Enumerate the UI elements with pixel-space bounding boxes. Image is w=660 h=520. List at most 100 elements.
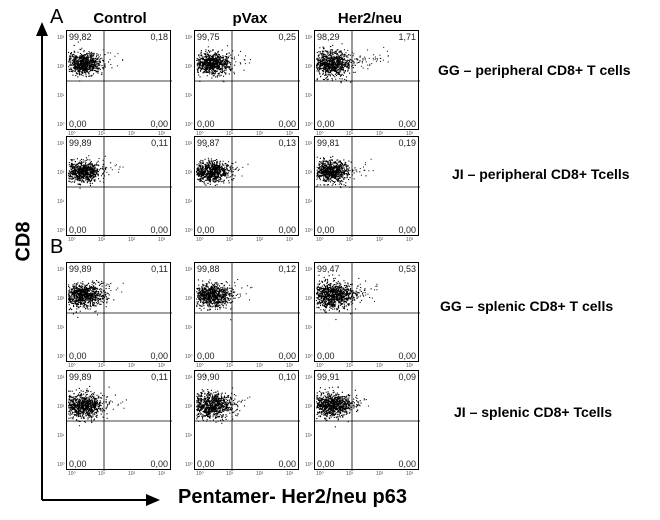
y-tick-label: 10⁰ — [305, 228, 313, 234]
x-tick-label: 10¹ — [98, 471, 106, 477]
y-tick-label: 10² — [57, 170, 65, 176]
x-tick-label: 10³ — [406, 237, 414, 243]
quadrant-percent-tr: 0,18 — [150, 32, 168, 42]
row-label-ji-peripheral: JI – peripheral CD8+ Tcells — [452, 166, 630, 182]
x-tick-label: 10⁰ — [316, 471, 324, 477]
quadrant-percent-tl: 99,89 — [69, 264, 92, 274]
x-tick-label: 10² — [128, 131, 136, 137]
quadrant-percent-tl: 99,89 — [69, 138, 92, 148]
scatter-canvas — [315, 263, 420, 363]
quadrant-percent-bl: 0,00 — [69, 119, 87, 129]
quadrant-percent-br: 0,00 — [150, 459, 168, 469]
x-tick-label: 10⁰ — [196, 237, 204, 243]
scatter-canvas — [67, 371, 172, 471]
x-tick-label: 10¹ — [346, 131, 354, 137]
y-tick-label: 10³ — [185, 35, 193, 41]
quadrant-percent-tl: 99,75 — [197, 32, 220, 42]
x-tick-label: 10³ — [286, 131, 294, 137]
quadrant-percent-br: 0,00 — [398, 225, 416, 235]
event-dots — [196, 279, 253, 321]
scatter-canvas — [67, 137, 172, 237]
quadrant-percent-br: 0,00 — [150, 225, 168, 235]
quadrant-percent-bl: 0,00 — [69, 459, 87, 469]
y-tick-label: 10³ — [185, 375, 193, 381]
x-tick-label: 10⁰ — [196, 131, 204, 137]
quadrant-percent-bl: 0,00 — [69, 351, 87, 361]
x-tick-label: 10³ — [158, 131, 166, 137]
y-tick-label: 10¹ — [57, 325, 65, 331]
quadrant-percent-bl: 0,00 — [317, 459, 335, 469]
scatter-canvas — [195, 371, 300, 471]
y-tick-label: 10³ — [57, 141, 65, 147]
quadrant-percent-tl: 99,90 — [197, 372, 220, 382]
quadrant-percent-br: 0,00 — [398, 351, 416, 361]
quadrant-percent-tr: 0,13 — [278, 138, 296, 148]
column-header-control: Control — [93, 10, 147, 27]
x-axis-title: Pentamer- Her2/neu p63 — [178, 486, 407, 508]
x-tick-label: 10² — [128, 363, 136, 369]
x-tick-label: 10³ — [286, 237, 294, 243]
quadrant-percent-bl: 0,00 — [317, 351, 335, 361]
dot-plot-r3-c3: 99,47 0,53 0,00 0,00 — [314, 262, 420, 363]
y-tick-label: 10⁰ — [185, 354, 193, 360]
x-tick-label: 10² — [376, 237, 384, 243]
y-tick-label: 10⁰ — [305, 122, 313, 128]
y-tick-label: 10¹ — [185, 433, 193, 439]
quadrant-percent-tl: 99,81 — [317, 138, 340, 148]
quadrant-percent-bl: 0,00 — [69, 225, 87, 235]
event-dots — [68, 155, 124, 189]
y-tick-label: 10⁰ — [57, 228, 65, 234]
y-tick-label: 10⁰ — [185, 228, 193, 234]
y-tick-label: 10¹ — [305, 93, 313, 99]
x-tick-label: 10¹ — [98, 131, 106, 137]
y-tick-label: 10² — [305, 170, 313, 176]
y-tick-label: 10⁰ — [185, 122, 193, 128]
dot-plot-r4-c2: 99,90 0,10 0,00 0,00 — [194, 370, 300, 471]
dot-plot-r2-c3: 99,81 0,19 0,00 0,00 — [314, 136, 420, 237]
x-tick-label: 10⁰ — [68, 363, 76, 369]
event-dots — [68, 280, 124, 318]
scatter-canvas — [315, 31, 420, 131]
x-tick-label: 10⁰ — [196, 471, 204, 477]
y-tick-label: 10¹ — [57, 199, 65, 205]
y-tick-label: 10⁰ — [57, 122, 65, 128]
x-tick-label: 10⁰ — [316, 131, 324, 137]
y-tick-label: 10⁰ — [305, 354, 313, 360]
dot-plot-r4-c3: 99,91 0,09 0,00 0,00 — [314, 370, 420, 471]
quadrant-percent-tl: 99,47 — [317, 264, 340, 274]
y-tick-label: 10¹ — [305, 199, 313, 205]
x-tick-label: 10⁰ — [316, 237, 324, 243]
y-tick-label: 10³ — [305, 267, 313, 273]
y-tick-label: 10¹ — [57, 433, 65, 439]
x-tick-label: 10¹ — [98, 363, 106, 369]
x-tick-label: 10² — [376, 363, 384, 369]
x-tick-label: 10³ — [406, 363, 414, 369]
y-tick-label: 10⁰ — [57, 462, 65, 468]
quadrant-percent-tl: 99,91 — [317, 372, 340, 382]
x-tick-label: 10⁰ — [68, 471, 76, 477]
y-tick-label: 10³ — [57, 267, 65, 273]
quadrant-percent-tr: 1,71 — [398, 32, 416, 42]
quadrant-percent-tr: 0,09 — [398, 372, 416, 382]
scatter-canvas — [315, 137, 420, 237]
x-tick-label: 10² — [256, 131, 264, 137]
quadrant-percent-tr: 0,11 — [151, 264, 168, 274]
x-tick-label: 10⁰ — [68, 237, 76, 243]
quadrant-percent-tl: 99,88 — [197, 264, 220, 274]
y-tick-label: 10³ — [185, 267, 193, 273]
row-label-gg-peripheral: GG – peripheral CD8+ T cells — [438, 62, 631, 78]
dot-plot-r1-c1: 99,82 0,18 0,00 0,00 — [66, 30, 172, 131]
event-dots — [196, 45, 251, 83]
quadrant-percent-tl: 99,87 — [197, 138, 220, 148]
y-tick-label: 10² — [185, 170, 193, 176]
y-axis-title: CD8 — [12, 221, 35, 262]
dot-plot-r4-c1: 99,89 0,11 0,00 0,00 — [66, 370, 172, 471]
y-tick-label: 10² — [57, 296, 65, 302]
column-header-her2neu: Her2/neu — [337, 10, 403, 27]
y-tick-label: 10¹ — [305, 433, 313, 439]
quadrant-percent-br: 0,00 — [278, 119, 296, 129]
y-tick-label: 10³ — [57, 375, 65, 381]
y-tick-label: 10² — [185, 64, 193, 70]
quadrant-percent-bl: 0,00 — [317, 225, 335, 235]
x-tick-label: 10² — [256, 471, 264, 477]
